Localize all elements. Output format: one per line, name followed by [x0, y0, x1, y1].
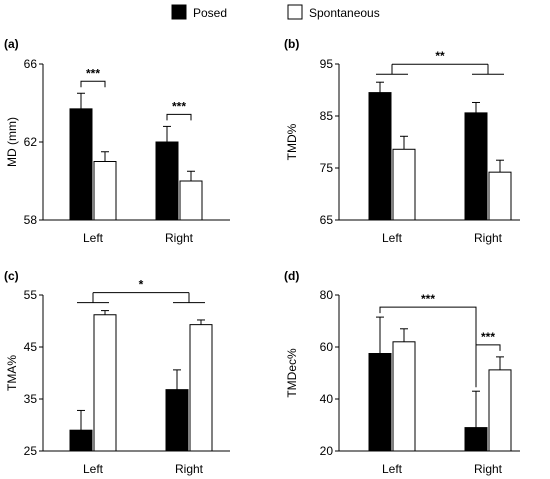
bar-spontaneous-right [488, 369, 512, 452]
significance-bracket [475, 344, 501, 351]
y-axis-label-a: MD (mm) [5, 117, 19, 167]
significance-label: *** [421, 292, 435, 306]
legend: Posed Spontaneous [171, 4, 380, 20]
plot-d: 20 40 60 80 Left Right *** *** [320, 288, 520, 476]
significance-label: * [139, 278, 144, 292]
y-tick-label: 60 [320, 340, 334, 354]
bar-posed-right [464, 427, 488, 452]
significance-label: *** [86, 66, 100, 80]
x-tick-label: Left [83, 462, 104, 476]
bar-posed-left [368, 353, 392, 452]
x-tick-label: Right [165, 231, 194, 245]
y-tick-label: 40 [320, 392, 334, 406]
legend-label-posed: Posed [193, 6, 227, 20]
plot-c: 25 35 45 55 Left Right * [24, 278, 230, 476]
y-axis-label-d: TMDec% [285, 348, 299, 398]
y-tick-label: 45 [24, 340, 38, 354]
plot-a: 58 62 66 Left Right *** *** [24, 57, 230, 245]
panel-a: (a) MD (mm) 58 62 66 Left Right *** *** [4, 37, 230, 245]
bar-posed-right [464, 112, 488, 221]
panel-b: (b) TMD% 65 75 85 95 Left Right ** [284, 37, 520, 245]
y-tick-label: 62 [24, 135, 38, 149]
panel-label-c: (c) [4, 269, 19, 283]
y-tick-label: 95 [320, 57, 334, 71]
y-tick-label: 55 [24, 288, 38, 302]
panel-label-a: (a) [4, 37, 19, 51]
bar-posed-left [69, 108, 93, 221]
x-tick-label: Right [474, 231, 503, 245]
y-tick-label: 85 [320, 109, 334, 123]
panel-label-d: (d) [284, 269, 299, 283]
y-tick-label: 80 [320, 288, 334, 302]
bar-spontaneous-left [392, 341, 416, 452]
significance-label: ** [435, 49, 445, 63]
plot-b: 65 75 85 95 Left Right ** [320, 49, 520, 245]
bar-spontaneous-right [189, 324, 213, 452]
y-tick-label: 66 [24, 57, 38, 71]
y-axis-label-b: TMD% [285, 123, 299, 160]
y-tick-label: 20 [320, 444, 334, 458]
legend-swatch-posed [171, 4, 187, 20]
y-tick-label: 58 [24, 213, 38, 227]
x-tick-label: Right [175, 462, 204, 476]
panel-c: (c) TMA% 25 35 45 55 Left Right * [4, 269, 230, 476]
panel-label-b: (b) [284, 37, 299, 51]
significance-label: *** [481, 330, 495, 344]
significance-bracket [80, 80, 106, 88]
significance-label: *** [172, 99, 186, 113]
bar-posed-left [368, 92, 392, 221]
x-tick-label: Left [83, 231, 104, 245]
bar-spontaneous-right [179, 180, 203, 221]
x-tick-label: Left [382, 231, 403, 245]
bar-posed-right [165, 389, 189, 452]
bar-spontaneous-left [392, 148, 416, 221]
x-tick-label: Left [382, 462, 403, 476]
bar-spontaneous-left [93, 161, 117, 221]
y-tick-label: 65 [320, 213, 334, 227]
panel-d: (d) TMDec% 20 40 60 80 Left Right *** *** [284, 269, 520, 476]
y-tick-label: 35 [24, 392, 38, 406]
y-tick-label: 75 [320, 161, 334, 175]
legend-swatch-spontaneous [287, 4, 303, 20]
bar-posed-left [69, 429, 93, 452]
bar-posed-right [155, 141, 179, 221]
legend-label-spontaneous: Spontaneous [309, 6, 380, 20]
y-tick-label: 25 [24, 444, 38, 458]
bar-spontaneous-left [93, 314, 117, 452]
significance-bracket [166, 113, 192, 121]
bar-spontaneous-right [488, 171, 512, 221]
y-axis-label-c: TMA% [5, 355, 19, 391]
x-tick-label: Right [474, 462, 503, 476]
